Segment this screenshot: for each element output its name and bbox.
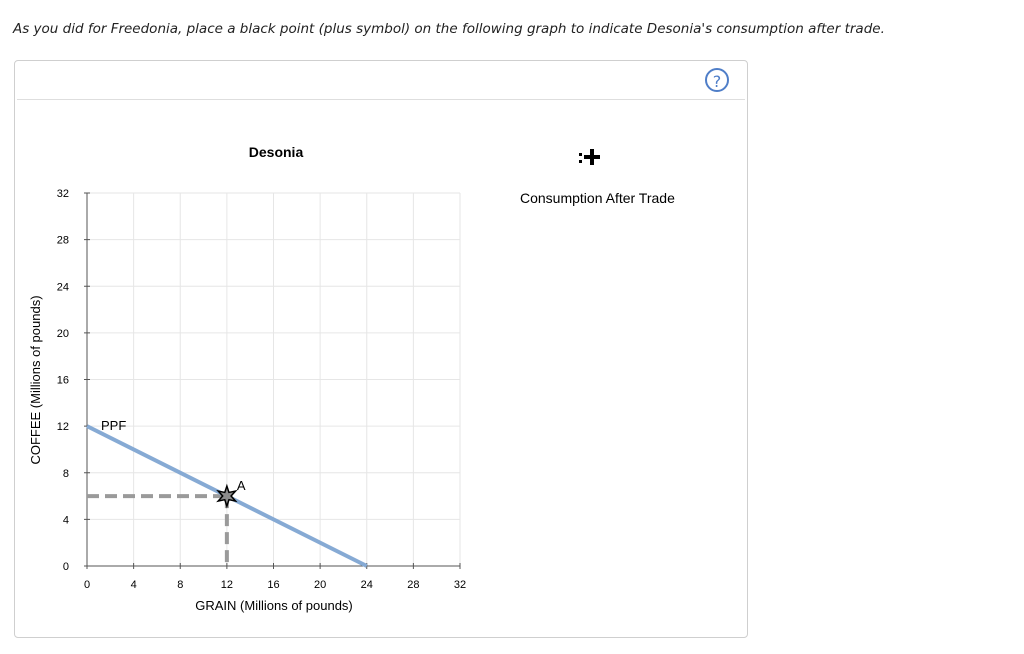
dashed-guides xyxy=(87,494,229,566)
x-tick-label-7: 28 xyxy=(407,579,419,591)
y-tick-label-5: 20 xyxy=(57,328,69,340)
instruction-text: As you did for Freedonia, place a black … xyxy=(13,21,885,37)
y-tick-label-8: 32 xyxy=(57,188,69,200)
chart-grid xyxy=(87,192,461,566)
chart-points: A xyxy=(216,478,246,509)
point-label-0: A xyxy=(237,478,246,493)
consumption-after-trade-label: Consumption After Trade xyxy=(520,190,675,206)
help-icon[interactable]: ? xyxy=(705,68,729,92)
x-tick-label-1: 4 xyxy=(131,579,137,591)
x-axis-label: GRAIN (Millions of pounds) xyxy=(195,598,353,613)
y-tick-label-4: 16 xyxy=(57,375,69,387)
chart-ticks: 0 4 8 12 16 20 24 28 32 0 4 8 12 16 20 24 28 32 xyxy=(57,188,466,591)
x-tick-label-2: 8 xyxy=(177,579,183,591)
y-tick-label-0: 0 xyxy=(63,561,69,573)
y-tick-label-3: 12 xyxy=(57,421,69,433)
x-tick-label-0: 0 xyxy=(84,579,90,591)
graph-panel: ? xyxy=(14,60,748,638)
tool-palette: Consumption After Trade xyxy=(520,147,675,206)
y-axis-label: COFFEE (Millions of pounds) xyxy=(28,295,43,464)
panel-header-divider xyxy=(17,99,745,100)
x-tick-label-3: 12 xyxy=(221,579,233,591)
y-tick-label-2: 8 xyxy=(63,468,69,480)
y-tick-label-6: 24 xyxy=(57,281,69,293)
plus-symbol-drag-handle[interactable] xyxy=(575,147,605,169)
x-tick-label-4: 16 xyxy=(267,579,279,591)
x-tick-label-5: 20 xyxy=(314,579,326,591)
x-tick-label-8: 32 xyxy=(454,579,466,591)
x-tick-label-6: 24 xyxy=(361,579,373,591)
chart-title: Desonia xyxy=(249,144,304,160)
series-label-0: PPF xyxy=(101,418,126,433)
y-tick-label-1: 4 xyxy=(63,514,69,526)
point-a-marker[interactable] xyxy=(216,483,238,509)
y-tick-label-7: 28 xyxy=(57,235,69,247)
plus-symbol-icon[interactable] xyxy=(575,147,605,169)
